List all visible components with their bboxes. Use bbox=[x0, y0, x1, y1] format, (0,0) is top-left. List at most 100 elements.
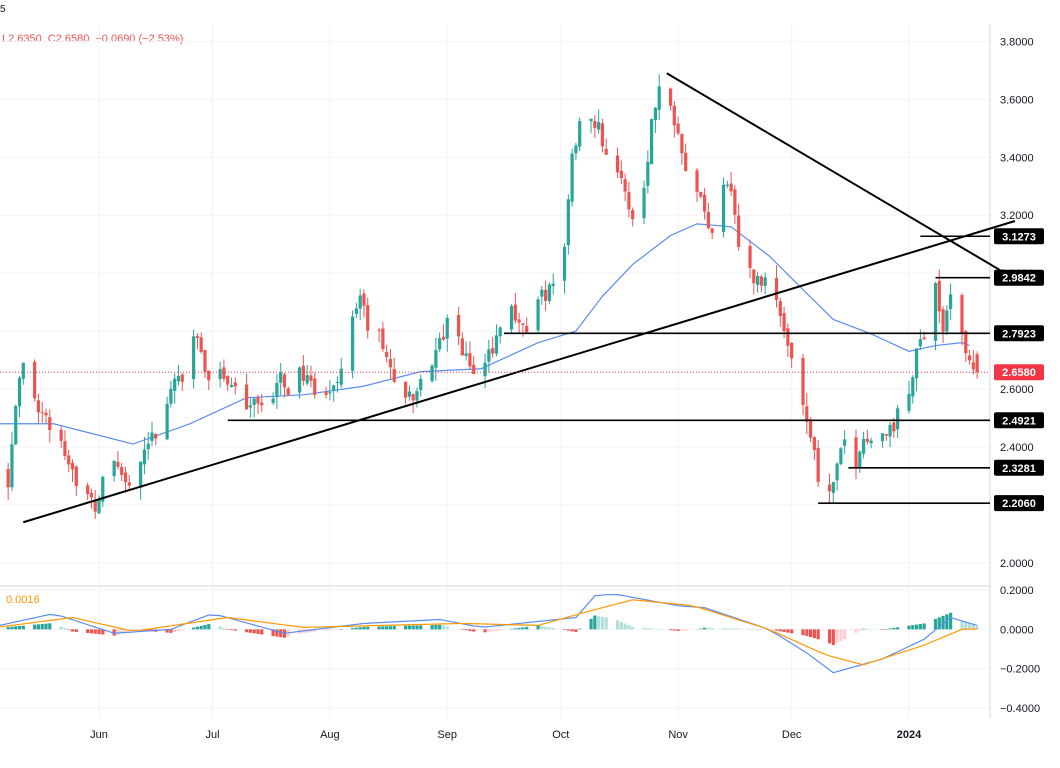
macd-histogram-bar bbox=[332, 629, 336, 630]
macd-histogram-bar bbox=[831, 629, 835, 646]
candle-body bbox=[127, 482, 131, 486]
candle-body bbox=[407, 391, 411, 397]
candle-body bbox=[914, 348, 919, 379]
macd-histogram-bar bbox=[759, 629, 763, 630]
candle-body bbox=[445, 317, 449, 339]
candle-body bbox=[218, 369, 222, 379]
moving-average-layer bbox=[0, 223, 970, 445]
macd-histogram-bar bbox=[710, 627, 714, 630]
candle-body bbox=[960, 295, 964, 334]
level-price-label: 2.2060 bbox=[1002, 498, 1036, 510]
level-price-tag bbox=[994, 269, 1044, 286]
candle-body bbox=[778, 301, 782, 316]
candle-body bbox=[755, 276, 760, 285]
candle-body bbox=[150, 432, 154, 441]
candle-body bbox=[377, 329, 381, 331]
macd-histogram-bar bbox=[123, 629, 128, 633]
candle-body bbox=[354, 308, 358, 314]
macd-histogram-bar bbox=[14, 626, 18, 630]
candle-body bbox=[146, 443, 150, 450]
candle-body bbox=[6, 468, 10, 488]
candle-body bbox=[861, 438, 866, 454]
candle-body bbox=[619, 170, 623, 179]
macd-histogram-bar bbox=[812, 629, 816, 639]
ohlc-close: C2.6580 bbox=[47, 33, 90, 45]
macd-histogram-bar bbox=[949, 612, 953, 630]
time-tick-label: Oct bbox=[552, 729, 569, 741]
candle-body bbox=[464, 353, 468, 356]
level-price-tag bbox=[994, 412, 1044, 429]
price-tick-label: 2.4000 bbox=[1000, 442, 1034, 454]
price-tag-layer: 3.1273 2.9842 2.7923 2.4921 2.3281 2.2060 2.65… bbox=[994, 228, 1044, 512]
macd-histogram-bar bbox=[313, 629, 317, 632]
macd-histogram-bar bbox=[676, 629, 680, 631]
candle-body bbox=[494, 335, 499, 354]
macd-histogram-bar bbox=[593, 615, 597, 630]
candle-body bbox=[752, 269, 756, 284]
macd-histogram-bar bbox=[668, 629, 673, 631]
candle-body bbox=[67, 455, 71, 465]
candle-body bbox=[487, 349, 491, 362]
candle-body bbox=[865, 438, 869, 442]
macd-histogram-bar bbox=[350, 628, 355, 630]
level-price-label: 2.7923 bbox=[1002, 328, 1036, 340]
candle-body bbox=[63, 441, 67, 457]
macd-histogram-bar bbox=[33, 624, 37, 630]
macd-histogram-bar bbox=[839, 629, 843, 642]
candle-body bbox=[517, 319, 521, 323]
macd-histogram-bar bbox=[892, 627, 896, 630]
macd-histogram-bar bbox=[441, 625, 446, 630]
candle-body bbox=[415, 391, 419, 401]
price-tick-label: 3.6000 bbox=[1000, 94, 1034, 106]
candle-body bbox=[381, 328, 385, 350]
candle-body bbox=[907, 393, 911, 411]
macd-histogram-bar bbox=[763, 629, 767, 630]
candle-body bbox=[332, 385, 336, 391]
candle-body bbox=[562, 246, 567, 281]
candle-body bbox=[411, 394, 415, 401]
macd-histogram-bar bbox=[430, 625, 434, 630]
level-price-label: 3.1273 bbox=[1002, 231, 1036, 243]
trendline bbox=[23, 220, 1016, 524]
macd-histogram-bar bbox=[509, 628, 514, 630]
candle-body bbox=[657, 86, 661, 110]
macd-histogram-bar bbox=[192, 627, 196, 630]
macd-histogram-bar bbox=[10, 626, 14, 630]
macd-histogram-bar bbox=[256, 629, 260, 634]
candle-body bbox=[33, 361, 37, 399]
candle-body bbox=[975, 354, 979, 373]
macd-histogram-bar bbox=[67, 629, 71, 630]
macd-histogram-bar bbox=[975, 625, 979, 630]
candle-body bbox=[896, 408, 900, 430]
macd-histogram-bar bbox=[309, 629, 313, 633]
candle-body bbox=[737, 215, 741, 247]
macd-histogram-bar bbox=[229, 629, 234, 631]
macd-histogram-bar bbox=[646, 628, 650, 630]
macd-histogram-bar bbox=[464, 629, 468, 631]
macd-histogram-bar bbox=[116, 629, 120, 635]
time-tick-label: Jul bbox=[206, 729, 220, 741]
macd-histogram-bar bbox=[782, 629, 786, 632]
macd-histogram-bar bbox=[699, 628, 703, 630]
macd-histogram-bar bbox=[491, 629, 495, 632]
candle-body bbox=[748, 245, 752, 268]
candle-body bbox=[207, 371, 211, 381]
candle-body bbox=[305, 375, 309, 384]
candle-body bbox=[578, 121, 582, 147]
candle-body bbox=[597, 122, 601, 130]
candle-body bbox=[245, 384, 249, 410]
ohlc-readout: L2.6350 C2.6580 −0.0690 (−2.53%) bbox=[2, 33, 189, 45]
candle-body bbox=[566, 199, 570, 246]
macd-histogram-bar bbox=[260, 629, 264, 635]
time-tick-label: Dec bbox=[782, 729, 802, 741]
macd-histogram-bar bbox=[960, 620, 964, 630]
macd-histogram-bar bbox=[411, 625, 415, 630]
candle-body bbox=[366, 305, 370, 331]
candle-body bbox=[544, 289, 548, 301]
macd-histogram-bar bbox=[222, 627, 226, 630]
macd-histogram-bar bbox=[483, 629, 487, 633]
macd-histogram-bar bbox=[195, 626, 200, 630]
macd-histogram-bar bbox=[362, 626, 366, 630]
trendline-layer bbox=[23, 72, 1016, 524]
